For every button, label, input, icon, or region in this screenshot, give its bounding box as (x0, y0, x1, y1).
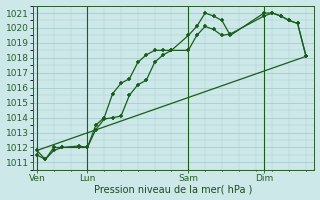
X-axis label: Pression niveau de la mer( hPa ): Pression niveau de la mer( hPa ) (94, 184, 253, 194)
